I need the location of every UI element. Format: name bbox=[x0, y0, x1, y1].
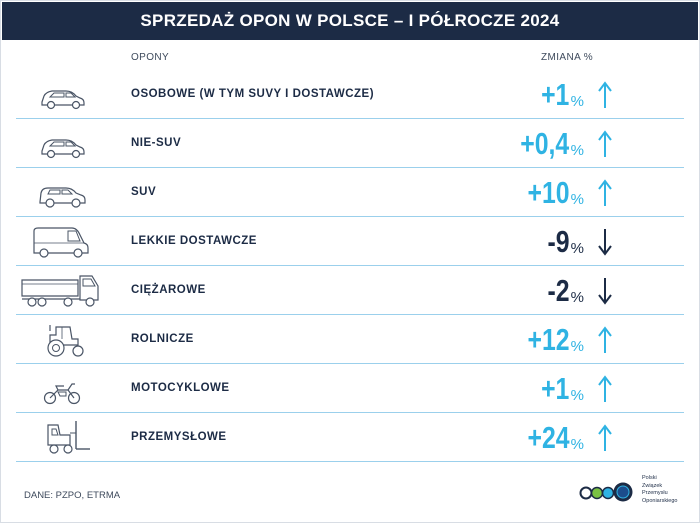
pzpo-logo: Polski Związek Przemysłu Oponiarskiego bbox=[578, 475, 688, 511]
column-header-change: ZMIANA % bbox=[541, 52, 594, 63]
change-number: +10 bbox=[527, 175, 570, 210]
table-row: OSOBOWE (W TYM SUVY I DOSTAWCZE) +1% bbox=[16, 70, 684, 119]
chart-title: SPRZEDAŻ OPON W POLSCE – I PÓŁROCZE 2024 bbox=[140, 11, 560, 30]
arrow-up-icon bbox=[598, 424, 612, 451]
arrow-down-icon bbox=[598, 229, 612, 256]
table-row: NIE-SUV +0,4% bbox=[16, 119, 684, 168]
arrow-up-icon bbox=[598, 130, 612, 157]
row-category-label: NIE-SUV bbox=[131, 137, 182, 149]
table-row: PRZEMYSŁOWE +24% bbox=[16, 413, 684, 462]
column-header-tires: OPONY bbox=[131, 52, 170, 63]
truck-icon bbox=[21, 275, 99, 307]
row-change-value: +12% bbox=[517, 315, 584, 364]
tractor-icon bbox=[47, 325, 84, 357]
row-change-value: +24% bbox=[517, 413, 584, 462]
row-change-value: +10% bbox=[517, 168, 584, 217]
percent-unit: % bbox=[570, 240, 584, 257]
arrow-up-icon bbox=[598, 81, 612, 108]
logo-line: Polski bbox=[642, 475, 657, 481]
car-icon bbox=[41, 90, 85, 110]
row-divider bbox=[16, 412, 684, 413]
row-category-label: MOTOCYKLOWE bbox=[131, 382, 230, 394]
percent-unit: % bbox=[570, 289, 584, 306]
change-number: -9 bbox=[547, 224, 570, 259]
change-number: +24 bbox=[527, 420, 570, 455]
row-divider bbox=[16, 265, 684, 266]
motorcycle-icon bbox=[43, 383, 81, 405]
title-bar: SPRZEDAŻ OPON W POLSCE – I PÓŁROCZE 2024 bbox=[2, 2, 698, 40]
percent-unit: % bbox=[570, 436, 584, 453]
row-change-value: -9% bbox=[542, 217, 584, 266]
change-number: +1 bbox=[541, 371, 570, 406]
source-note: DANE: PZPO, ETRMA bbox=[24, 490, 121, 501]
row-category-label: PRZEMYSŁOWE bbox=[131, 431, 227, 443]
logo-line: Oponiarskiego bbox=[642, 497, 678, 504]
car-icon bbox=[41, 139, 85, 159]
forklift-icon bbox=[47, 421, 90, 454]
logo-circles-icon bbox=[579, 482, 633, 502]
arrow-up-icon bbox=[598, 179, 612, 206]
change-number: -2 bbox=[547, 273, 570, 308]
logo-line: Przemysłu bbox=[642, 490, 668, 496]
table-row: CIĘŻAROWE -2% bbox=[16, 266, 684, 315]
row-change-value: +1% bbox=[534, 70, 584, 119]
table-row: SUV +10% bbox=[16, 168, 684, 217]
row-category-label: SUV bbox=[131, 186, 157, 198]
table-row: MOTOCYKLOWE +1% bbox=[16, 364, 684, 413]
change-number: +12 bbox=[527, 322, 570, 357]
percent-unit: % bbox=[570, 142, 584, 159]
change-number: +1 bbox=[541, 77, 570, 112]
percent-unit: % bbox=[570, 387, 584, 404]
change-number: +0,4 bbox=[520, 126, 570, 161]
row-change-value: -2% bbox=[542, 266, 584, 315]
arrow-up-icon bbox=[598, 375, 612, 402]
van-icon bbox=[33, 227, 89, 258]
row-category-label: OSOBOWE (W TYM SUVY I DOSTAWCZE) bbox=[131, 88, 375, 100]
percent-unit: % bbox=[570, 338, 584, 355]
table-row: LEKKIE DOSTAWCZE -9% bbox=[16, 217, 684, 266]
row-category-label: CIĘŻAROWE bbox=[131, 284, 206, 296]
percent-unit: % bbox=[570, 191, 584, 208]
percent-unit: % bbox=[570, 93, 584, 110]
row-category-label: ROLNICZE bbox=[131, 333, 194, 345]
row-divider bbox=[16, 461, 684, 462]
table-row: ROLNICZE +12% bbox=[16, 315, 684, 364]
row-divider bbox=[16, 363, 684, 364]
arrow-down-icon bbox=[598, 278, 612, 305]
row-change-value: +0,4% bbox=[508, 119, 584, 168]
arrow-up-icon bbox=[598, 326, 612, 353]
logo-line: Związek bbox=[642, 482, 663, 489]
logo-text: Polski Związek Przemysłu Oponiarskiego bbox=[642, 475, 677, 505]
row-divider bbox=[16, 167, 684, 168]
row-change-value: +1% bbox=[534, 364, 584, 413]
row-category-label: LEKKIE DOSTAWCZE bbox=[131, 235, 257, 247]
row-divider bbox=[16, 118, 684, 119]
suv-icon bbox=[39, 187, 86, 208]
row-divider bbox=[16, 314, 684, 315]
row-divider bbox=[16, 216, 684, 217]
